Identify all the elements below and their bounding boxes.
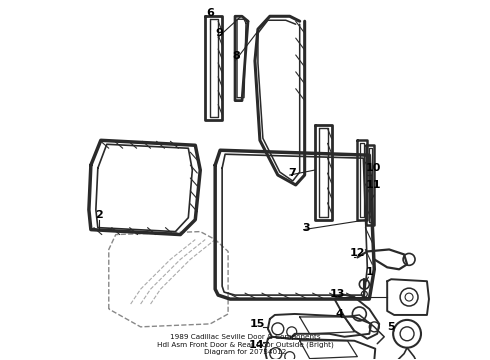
- Text: 1989 Cadillac Seville Door & Components
Hdl Asm Front Door & Rear Door Outside (: 1989 Cadillac Seville Door & Components …: [157, 334, 333, 355]
- Text: 11: 11: [366, 180, 381, 190]
- Text: 9: 9: [215, 28, 223, 38]
- Text: 14: 14: [249, 340, 265, 350]
- Text: 12: 12: [349, 248, 365, 258]
- Text: 10: 10: [366, 163, 381, 173]
- Text: 7: 7: [288, 168, 295, 178]
- Text: 2: 2: [95, 210, 103, 220]
- Text: 6: 6: [206, 8, 214, 18]
- Text: 3: 3: [302, 222, 310, 233]
- Text: 13: 13: [330, 289, 345, 299]
- Text: 8: 8: [232, 51, 240, 61]
- Text: 1: 1: [366, 267, 373, 277]
- Text: 4: 4: [336, 309, 343, 319]
- Text: 5: 5: [388, 322, 395, 332]
- Text: 15: 15: [249, 319, 265, 329]
